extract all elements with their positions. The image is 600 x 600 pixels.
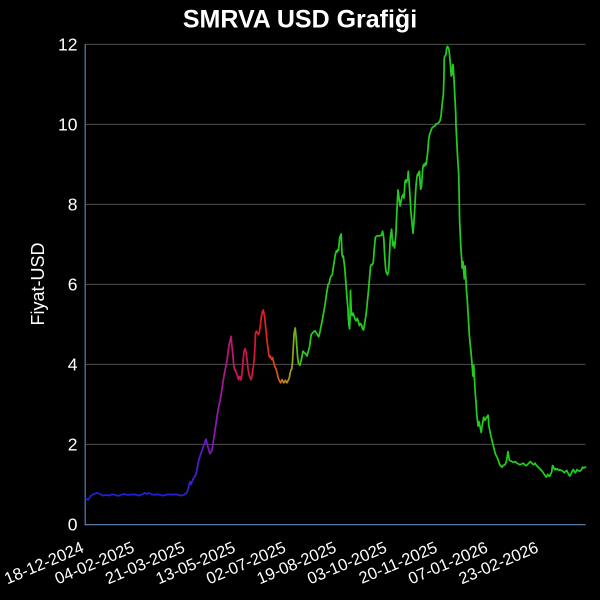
svg-text:2: 2: [68, 435, 78, 455]
svg-text:4: 4: [68, 355, 78, 375]
svg-text:6: 6: [68, 275, 78, 295]
svg-text:SMRVA USD Grafiği: SMRVA USD Grafiği: [183, 6, 417, 34]
svg-text:12: 12: [58, 35, 77, 55]
svg-text:8: 8: [68, 195, 78, 215]
svg-text:0: 0: [68, 515, 78, 535]
svg-text:10: 10: [58, 115, 78, 135]
svg-text:Fiyat-USD: Fiyat-USD: [28, 242, 48, 325]
